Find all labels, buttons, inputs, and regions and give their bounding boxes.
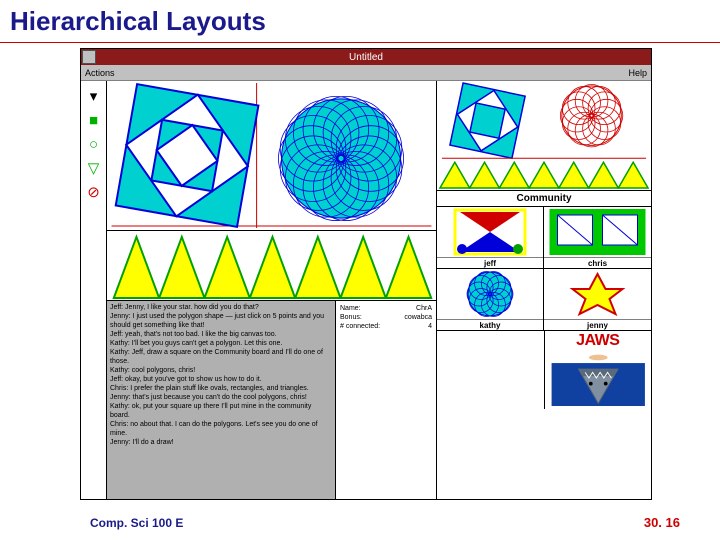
drawing-canvas-crown[interactable] xyxy=(107,231,437,301)
thumb-label: jenny xyxy=(544,319,651,330)
thumb-label: chris xyxy=(544,257,651,268)
window-title: Untitled xyxy=(349,52,383,63)
thumb-chris[interactable]: chris xyxy=(544,207,651,269)
thumb-label: kathy xyxy=(437,319,543,330)
thumb-jenny[interactable]: jenny xyxy=(544,269,651,331)
thumb-kathy[interactable]: kathy xyxy=(437,269,544,331)
chat-panel[interactable]: Jeff: Jenny, I like your star. how did y… xyxy=(107,301,336,499)
slide-title: Hierarchical Layouts xyxy=(10,6,266,37)
jaws-left-blank xyxy=(437,331,545,409)
info-row: Name:ChrA xyxy=(340,305,432,312)
chat-line: Kathy: ok, put your square up there I'll… xyxy=(110,402,332,420)
tool-triangle[interactable]: ▽ xyxy=(85,159,103,177)
chat-line: Chris: no about that. I can do the polyg… xyxy=(110,420,332,438)
chat-line: Chris: I prefer the plain stuff like ova… xyxy=(110,384,332,393)
drawing-canvas-main[interactable] xyxy=(107,81,437,231)
footer-slide-number: 30. 16 xyxy=(644,515,680,530)
chat-line: Jenny: I'll do a draw! xyxy=(110,438,332,447)
main-panels: Community jeffchris kathyjenny JAWS xyxy=(107,81,651,499)
tool-circle[interactable]: ○ xyxy=(85,135,103,153)
chat-line: Jenny: that's just because you can't do … xyxy=(110,393,332,402)
chat-line: Kathy: cool polygons, chris! xyxy=(110,366,332,375)
chat-line: Jenny: I just used the polygon shape — j… xyxy=(110,312,332,330)
jaws-row: JAWS xyxy=(437,331,651,409)
thumb-jeff[interactable]: jeff xyxy=(437,207,544,269)
footer-course: Comp. Sci 100 E xyxy=(90,516,183,530)
system-menu-icon[interactable] xyxy=(82,50,96,64)
bottom-row: Jeff: Jenny, I like your star. how did y… xyxy=(107,301,437,499)
jaws-title: JAWS xyxy=(576,332,619,350)
community-thumb-grid: jeffchris kathyjenny xyxy=(437,207,651,331)
tool-nocircle[interactable]: ⊘ xyxy=(85,183,103,201)
chat-line: Jeff: Jenny, I like your star. how did y… xyxy=(110,303,332,312)
info-panel: Name:ChrA Bonus:cowabca # connected:4 xyxy=(336,301,436,499)
chat-line: Kathy: I'll bet you guys can't get a pol… xyxy=(110,339,332,348)
community-column: Community jeffchris kathyjenny JAWS xyxy=(437,81,651,499)
community-title: Community xyxy=(437,191,651,207)
title-underline xyxy=(0,42,720,43)
chat-line: Kathy: Jeff, draw a square on the Commun… xyxy=(110,348,332,366)
info-row: Bonus:cowabca xyxy=(340,314,432,321)
app-window: Untitled Actions Help ▾ ■ ○ ▽ ⊘ xyxy=(80,48,652,500)
info-row: # connected:4 xyxy=(340,323,432,330)
content-area: ▾ ■ ○ ▽ ⊘ xyxy=(81,81,651,499)
jaws-poster[interactable]: JAWS xyxy=(545,331,652,409)
tool-palette: ▾ ■ ○ ▽ ⊘ xyxy=(81,81,107,499)
menubar: Actions Help xyxy=(81,65,651,81)
titlebar: Untitled xyxy=(81,49,651,65)
menu-help[interactable]: Help xyxy=(628,68,647,78)
chat-line: Jeff: okay, but you've got to show us ho… xyxy=(110,375,332,384)
menu-actions[interactable]: Actions xyxy=(85,68,115,78)
tool-square[interactable]: ■ xyxy=(85,111,103,129)
tool-pointer[interactable]: ▾ xyxy=(85,87,103,105)
community-header-canvas[interactable] xyxy=(437,81,651,191)
chat-line: Jeff: yeah, that's not too bad. I like t… xyxy=(110,330,332,339)
thumb-label: jeff xyxy=(437,257,543,268)
